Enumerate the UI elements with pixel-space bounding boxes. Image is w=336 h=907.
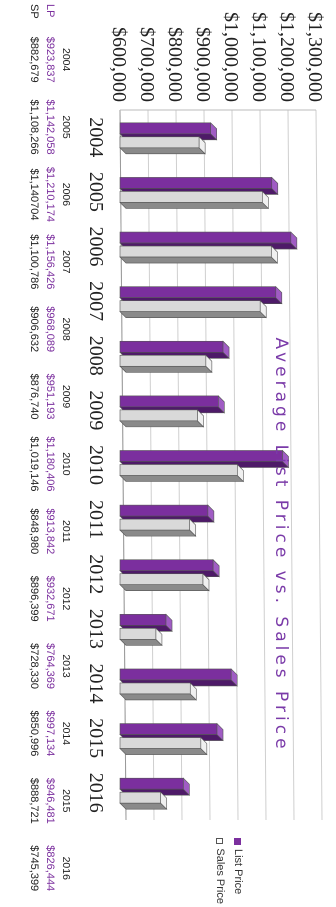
table-cell-list-price: $764,369 — [44, 643, 56, 689]
table-cell-sales-price: $1,019,146 — [28, 436, 40, 492]
legend-label-list-price: List Price — [232, 849, 244, 895]
table-cell-year: 2013 — [60, 654, 72, 678]
table-cell-year: 2015 — [60, 789, 72, 813]
x-tick-label: 2008 — [85, 336, 107, 376]
table-cell-list-price: $968,089 — [44, 306, 56, 353]
table-cell-sales-price: $1,100,786 — [28, 234, 40, 290]
gridline — [315, 109, 323, 821]
chart-legend: List Price Sales Price — [208, 838, 244, 904]
y-tick-label: $900,000 — [192, 27, 214, 102]
table-cell-sales-price: $728,330 — [28, 643, 40, 689]
y-axis-ticks: $600,000 $700,000 $800,000 $900,000 $1,000,0… — [108, 12, 326, 102]
x-tick-label: 2011 — [85, 500, 107, 539]
x-tick-label: 2009 — [85, 390, 107, 430]
chart-bars — [119, 122, 298, 810]
table-cell-sales-price: $876,740 — [28, 373, 40, 420]
table-cell-year: 2016 — [60, 856, 72, 880]
table-row-label-lp: LP — [44, 4, 56, 18]
table-cell-list-price: $826,444 — [44, 845, 56, 892]
y-tick-label: $700,000 — [136, 27, 158, 102]
x-tick-label: 2007 — [85, 281, 107, 321]
bar-sales-price — [119, 354, 213, 373]
x-tick-label: 2012 — [85, 554, 107, 594]
legend-swatch-list-price — [234, 838, 242, 845]
x-tick-label: 2010 — [85, 445, 107, 485]
table-cell-list-price: $1,210,174 — [44, 166, 56, 222]
table-cell-year: 2010 — [60, 452, 72, 476]
table-cell-year: 2006 — [60, 182, 72, 207]
x-axis-ticks: 2004 2005 2006 2007 2008 2009 2010 2011 2012 2013… — [85, 117, 107, 812]
table-cell-list-price: $913,842 — [44, 508, 56, 555]
x-tick-label: 2005 — [85, 172, 107, 212]
table-cell-list-price: $932,671 — [44, 575, 56, 622]
table-row-label-sp: SP — [28, 4, 40, 19]
table-cell-year: 2004 — [60, 48, 72, 72]
bar-sales-price — [119, 791, 168, 810]
data-table-body: 2004 2005 2006 2007 2008 2009 2010 2011 2012 2013… — [26, 4, 74, 902]
bar-sales-price — [119, 245, 279, 264]
bar-sales-price — [119, 518, 197, 537]
bar-sales-price — [119, 409, 205, 428]
x-tick-label: 2014 — [85, 663, 107, 703]
data-table: 2004 2005 2006 2007 2008 2009 2010 2011 2012 2013… — [26, 4, 74, 902]
bar-sales-price — [119, 299, 267, 319]
table-cell-list-price: $1,142,058 — [44, 99, 56, 155]
table-row-sales-price: SP $882,679 $1,108,266 $1,140704 $1,100,786… — [26, 4, 42, 902]
table-cell-sales-price: $850,996 — [28, 710, 40, 757]
table-cell-year: 2009 — [60, 384, 72, 409]
table-row-years: 2004 2005 2006 2007 2008 2009 2010 2011 2012 2013… — [58, 4, 74, 902]
legend-item-list-price: List Price — [232, 838, 244, 904]
table-cell-list-price: $1,180,406 — [44, 436, 56, 492]
bar-sales-price — [119, 136, 206, 155]
table-cell-sales-price: $882,679 — [28, 36, 40, 83]
table-cell-sales-price: $745,399 — [28, 845, 40, 892]
table-corner-cell — [58, 4, 74, 26]
legend-swatch-sales-price — [216, 838, 224, 845]
table-row-list-price: LP $923,837 $1,142,058 $1,210,174 $1,156,42… — [42, 4, 58, 902]
table-cell-year: 2012 — [60, 587, 72, 611]
chart-title: Average List Price vs. Sales Price — [271, 337, 291, 752]
table-cell-list-price: $923,837 — [44, 36, 56, 83]
bar-sales-price — [119, 573, 210, 592]
x-tick-label: 2013 — [85, 609, 107, 649]
table-cell-list-price: $951,193 — [44, 373, 56, 420]
y-tick-label: $1,300,000 — [304, 12, 326, 102]
table-cell-list-price: $997,134 — [44, 710, 56, 757]
legend-label-sales-price: Sales Price — [214, 848, 226, 904]
x-tick-label: 2004 — [85, 117, 107, 157]
x-tick-label: 2016 — [85, 773, 107, 813]
table-cell-sales-price: $1,108,266 — [28, 99, 40, 155]
bar-sales-price — [119, 463, 245, 483]
table-cell-year: 2007 — [60, 250, 72, 274]
y-tick-label: $800,000 — [164, 27, 186, 102]
table-cell-sales-price: $896,399 — [28, 575, 40, 622]
bar-sales-price — [119, 736, 208, 756]
y-tick-label: $1,200,000 — [276, 12, 298, 102]
gridline — [287, 109, 295, 821]
bar-sales-price — [119, 682, 198, 701]
table-cell-sales-price: $848,980 — [28, 508, 40, 555]
legend-item-sales-price: Sales Price — [214, 838, 226, 904]
table-cell-sales-price: $1,140704 — [28, 168, 40, 221]
table-cell-sales-price: $888,721 — [28, 777, 40, 824]
table-cell-list-price: $946,481 — [44, 777, 56, 824]
y-tick-label: $1,000,000 — [220, 12, 242, 102]
table-cell-year: 2008 — [60, 317, 72, 341]
bar-sales-price — [119, 190, 270, 210]
table-cell-sales-price: $906,632 — [28, 306, 40, 353]
table-cell-list-price: $1,156,426 — [44, 234, 56, 290]
table-cell-year: 2011 — [60, 520, 72, 543]
table-cell-year: 2014 — [60, 721, 72, 746]
y-tick-label: $600,000 — [108, 27, 130, 102]
bar-sales-price — [119, 627, 163, 647]
x-tick-label: 2015 — [85, 718, 107, 758]
x-tick-label: 2006 — [85, 227, 107, 267]
y-tick-label: $1,100,000 — [248, 12, 270, 102]
table-cell-year: 2005 — [60, 115, 72, 139]
